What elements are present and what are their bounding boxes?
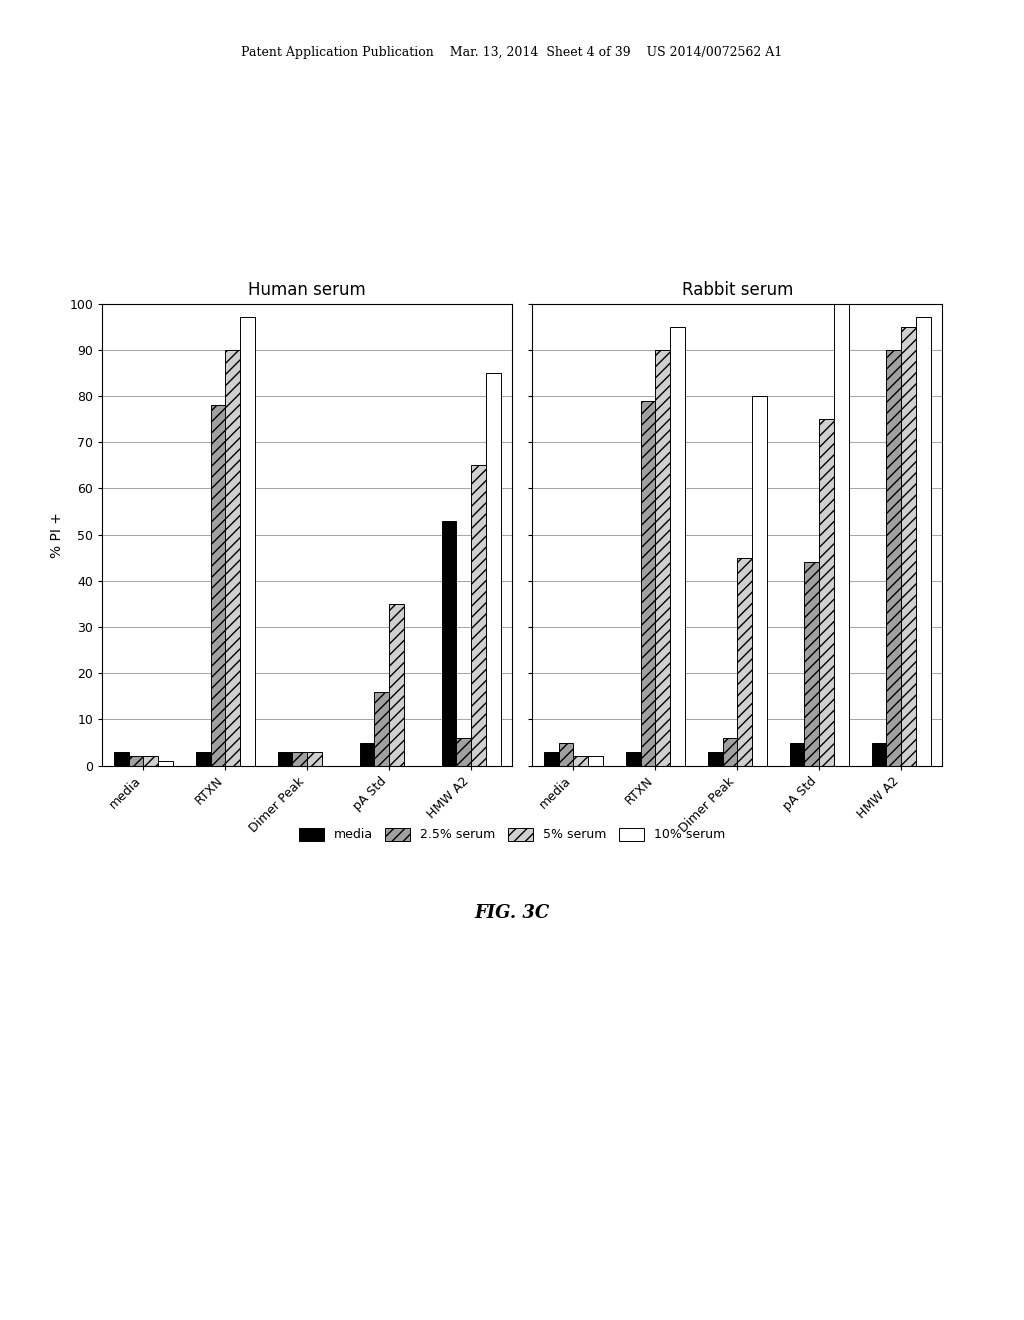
Bar	[819, 420, 834, 766]
Bar	[641, 401, 655, 766]
Bar	[573, 756, 588, 766]
Bar	[441, 520, 457, 766]
Bar	[389, 605, 403, 766]
Bar	[871, 742, 887, 766]
Bar	[471, 465, 485, 766]
Bar	[196, 752, 211, 766]
Bar	[278, 752, 293, 766]
Bar	[114, 752, 129, 766]
Bar	[887, 350, 901, 766]
Bar	[708, 752, 723, 766]
Bar	[752, 396, 767, 766]
Bar	[225, 350, 240, 766]
Bar	[805, 562, 819, 766]
Bar	[457, 738, 471, 766]
Bar	[158, 760, 173, 766]
Bar	[737, 557, 752, 766]
Text: Patent Application Publication    Mar. 13, 2014  Sheet 4 of 39    US 2014/007256: Patent Application Publication Mar. 13, …	[242, 46, 782, 59]
Bar	[901, 327, 915, 766]
Y-axis label: % PI +: % PI +	[50, 512, 63, 557]
Bar	[211, 405, 225, 766]
Legend: media, 2.5% serum, 5% serum, 10% serum: media, 2.5% serum, 5% serum, 10% serum	[295, 824, 729, 845]
Bar	[834, 304, 849, 766]
Bar	[723, 738, 737, 766]
Bar	[359, 742, 375, 766]
Bar	[915, 318, 931, 766]
Bar	[143, 756, 158, 766]
Title: Human serum: Human serum	[249, 281, 366, 300]
Text: FIG. 3C: FIG. 3C	[474, 904, 550, 923]
Bar	[240, 318, 255, 766]
Bar	[129, 756, 143, 766]
Bar	[790, 742, 805, 766]
Title: Rabbit serum: Rabbit serum	[682, 281, 793, 300]
Bar	[655, 350, 670, 766]
Bar	[670, 327, 685, 766]
Bar	[307, 752, 322, 766]
Bar	[544, 752, 559, 766]
Bar	[626, 752, 641, 766]
Bar	[485, 374, 501, 766]
Bar	[559, 742, 573, 766]
Bar	[293, 752, 307, 766]
Bar	[588, 756, 603, 766]
Bar	[375, 692, 389, 766]
